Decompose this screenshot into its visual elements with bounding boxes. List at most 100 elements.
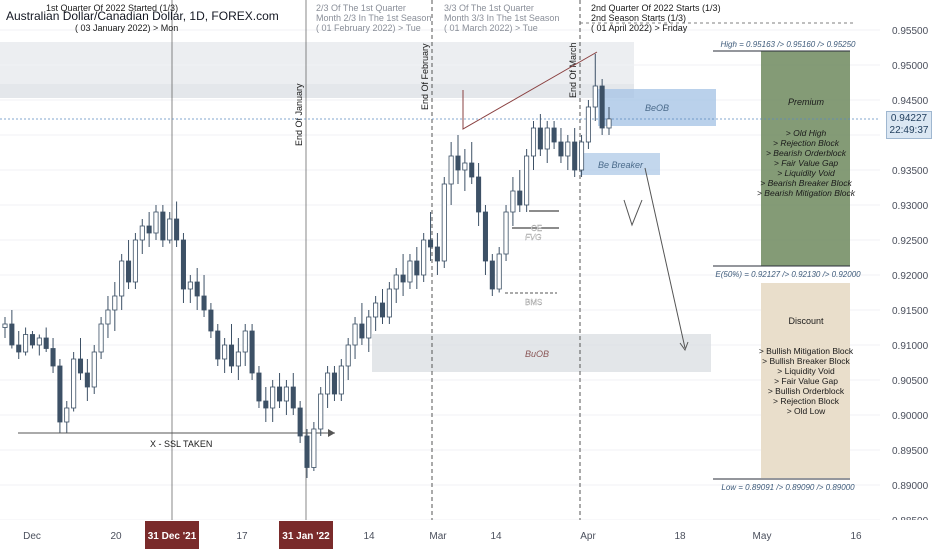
beob-zone [598,89,716,126]
candle-bearish [57,365,63,423]
candle-bullish [585,106,591,143]
candle-bullish [565,141,571,157]
fvg-label: FVG [525,233,541,242]
candle-bullish [338,365,344,395]
candle-bearish [359,323,365,339]
candle-bearish [263,400,269,409]
projection-arrow-line [644,167,686,349]
candle-bullish [606,118,612,129]
candle-bearish [489,260,495,290]
highlighted-date-bg [279,521,333,549]
candle-bearish [208,309,214,332]
time-tick-label: May [753,531,772,542]
ssl-label: X - SSL TAKEN [150,439,212,449]
candle-bullish [132,239,138,283]
time-tick-label: Mar [429,531,447,542]
candle-bullish [98,323,104,353]
price-tick-label: 0.90000 [892,411,929,422]
candle-bullish [187,281,193,290]
equilibrium-label: E(50%) = 0.92127 /> 0.92130 /> 0.92000 [715,270,861,279]
candle-bullish [91,351,97,388]
candle-bullish [71,358,77,409]
candle-bullish [153,211,159,234]
candle-bearish [160,211,166,241]
candle-bullish [510,190,516,213]
candle-bearish [194,281,200,297]
time-tick-label: 20 [110,531,122,542]
feb-note-line2: Month 2/3 In The 1st Season [316,13,431,23]
candle-bullish [386,288,392,318]
discount-zone [761,283,850,478]
zone-list-item: > Rejection Block [773,396,840,406]
candle-bullish [270,386,276,409]
mar-note-line2: Month 3/3 In The 1st Season [444,13,559,23]
high-level-label: High = 0.95163 /> 0.95160 /> 0.95250 [720,40,856,49]
candle-bearish [43,337,49,349]
candle-bearish [16,344,22,353]
candle-bullish [105,309,111,325]
price-tick-label: 0.89000 [892,481,929,492]
time-tick-label: 31 Dec '21 [148,531,197,542]
candle-bullish [579,141,585,171]
candle-bullish [524,155,530,206]
candle-bullish [139,225,145,241]
candle-bearish [599,85,605,129]
buob-zone [372,334,711,372]
price-axis[interactable]: 0.955000.950000.945000.940000.935000.930… [880,0,932,527]
candle-bearish [517,190,523,206]
candle-bearish [146,225,152,234]
price-axis-bg [880,0,932,520]
beob-label: BeOB [645,103,669,113]
time-tick-label: 16 [850,531,862,542]
candle-bullish [530,127,537,157]
candle-bearish [304,435,310,468]
time-axis[interactable]: Dec 20 31 Dec '21 17 31 Jan '22 14 Mar 14 Apr 18 M… [0,520,932,550]
candle-bearish [126,260,132,283]
candle-bullish [441,183,447,262]
price-tick-label: 0.93000 [892,201,929,212]
price-tick-label: 0.91000 [892,341,929,352]
candle-bearish [29,334,35,346]
candle-bearish [551,127,557,143]
candle-bearish [428,239,434,248]
candle-bullish [393,274,399,290]
ce-label: CE [531,224,542,233]
candle-bearish [331,372,337,395]
candle-bullish [64,407,70,423]
candle-bullish [36,337,42,346]
candle-bullish [23,334,29,353]
premium-title: Premium [788,97,825,107]
price-tick-label: 0.92000 [892,271,929,282]
q1-note-line1: 1st Quarter Of 2022 Started (1/3) [46,3,178,13]
candle-bearish [50,348,56,367]
candle-bearish [201,295,207,311]
candle-bearish [297,407,303,437]
price-tick-label: 0.94500 [892,96,929,107]
buob-label: BuOB [525,349,549,359]
time-tick-label: 31 Jan '22 [282,531,330,542]
candle-bearish [215,330,221,360]
candle-bullish [544,127,550,150]
mar-note-line1: 3/3 Of The 1st Quarter [444,3,534,13]
candle-bearish [180,239,186,290]
discount-list: > Bullish Mitigation Block> Bullish Brea… [759,346,854,416]
candle-bearish [379,302,386,318]
time-tick-label: 14 [490,531,502,542]
zone-list-item: > Fair Value Gap [774,376,838,386]
candle-bearish [277,386,283,402]
feb-note-line1: 2/3 Of The 1st Quarter [316,3,406,13]
candle-bullish [462,162,468,171]
candle-bearish [256,372,262,402]
symbol-title[interactable]: Australian Dollar/Canadian Dollar, 1D, F… [6,9,279,23]
highlighted-date-bg [145,521,199,549]
candle-bullish [242,330,248,353]
candle-bearish [249,330,255,374]
candle-bullish [318,393,324,430]
upper-supply-band [0,42,634,84]
candle-bullish [503,211,509,255]
time-tick-label: Dec [23,531,41,542]
feb-note-line3: ( 01 February 2022) > Tue [316,23,421,33]
bms-label: BMS [525,298,542,307]
